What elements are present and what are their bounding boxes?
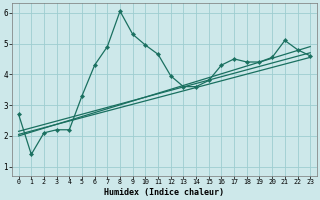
X-axis label: Humidex (Indice chaleur): Humidex (Indice chaleur) [104, 188, 224, 197]
